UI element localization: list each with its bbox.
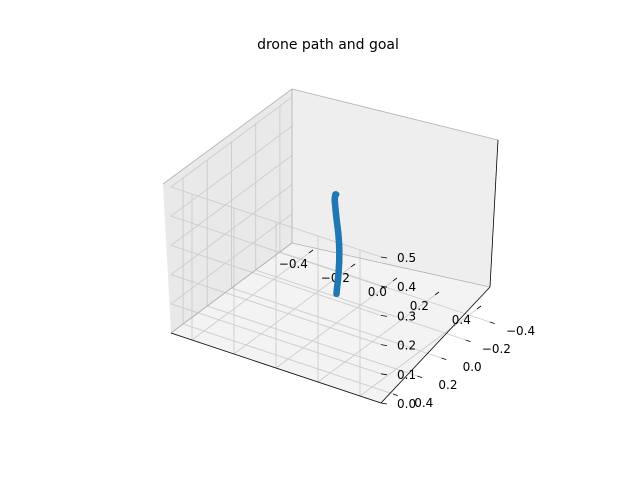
z-tick [380, 285, 388, 288]
z-tick-label: 0.2 [397, 339, 416, 353]
x-tick-label: 0.4 [452, 313, 471, 327]
drone-path-point [335, 270, 342, 277]
pane-edge-back [291, 88, 499, 141]
pane-edge-left-bottom [170, 242, 293, 334]
y-tick [417, 375, 423, 378]
back-pane [292, 89, 498, 287]
y-tick-label: 0.4 [414, 396, 433, 410]
axis-ticks [308, 249, 495, 405]
drone-path-point [332, 191, 340, 198]
z-gridline [170, 184, 382, 346]
z-axis-line [489, 139, 499, 288]
x-tick [350, 263, 356, 268]
y-tick [441, 357, 447, 360]
y-tick-label: 0.2 [438, 378, 457, 392]
x-tick [476, 305, 482, 310]
x-tick-label: −0.4 [279, 257, 308, 271]
y-tick-label: 0.0 [463, 360, 482, 374]
y-tick [392, 393, 398, 396]
drone-path-point [335, 241, 343, 248]
y-tick [489, 321, 495, 324]
z-tick-label: 0.5 [397, 251, 416, 265]
pane-edge-floor-back [291, 242, 491, 288]
z-tick [380, 315, 388, 317]
floor-pane [171, 243, 490, 403]
z-gridline [170, 96, 382, 258]
z-gridline [170, 155, 382, 316]
axis-lines [170, 139, 499, 404]
drone-path-point [334, 223, 341, 230]
drone-path-point [335, 235, 342, 242]
y-tick-label: −0.2 [482, 342, 511, 356]
series-layer [331, 191, 343, 298]
drone-path-point [336, 258, 343, 265]
x-tick [392, 277, 398, 282]
x-axis-line [170, 332, 382, 404]
z-tick [380, 402, 388, 405]
y-tick [465, 339, 471, 342]
drone-path-point [333, 217, 340, 224]
drone-path-point [332, 211, 340, 219]
drone-path-point [335, 264, 343, 271]
drone-path-point [336, 252, 343, 259]
drone-path-point [332, 205, 339, 213]
x-tick [308, 249, 314, 254]
z-gridline [170, 125, 382, 287]
z-tick-label: 0.4 [397, 280, 416, 294]
pane-edges [162, 88, 499, 334]
z-tick [380, 256, 388, 259]
drone-path-point [334, 281, 341, 289]
z-gridline [170, 213, 382, 375]
drone-path-point [336, 246, 343, 254]
z-tick-label: 0.1 [397, 368, 416, 382]
drone-path-point [334, 276, 342, 283]
x-tick-label: 0.2 [410, 299, 429, 313]
z-tick [380, 344, 388, 346]
z-tick [380, 373, 388, 376]
y-tick-label: −0.4 [506, 324, 535, 338]
drone-path-point [335, 229, 342, 236]
y-axis-line [380, 286, 491, 404]
z-tick-label: 0.0 [397, 397, 416, 411]
axes-panes [163, 89, 498, 403]
x-tick [434, 291, 440, 296]
x-tick-label: 0.0 [368, 285, 387, 299]
chart-title: drone path and goal [257, 37, 399, 53]
z-tick-label: 0.3 [397, 309, 416, 323]
tick-labels: −0.4−0.20.00.20.4−0.4−0.20.00.20.40.00.1… [279, 251, 535, 411]
